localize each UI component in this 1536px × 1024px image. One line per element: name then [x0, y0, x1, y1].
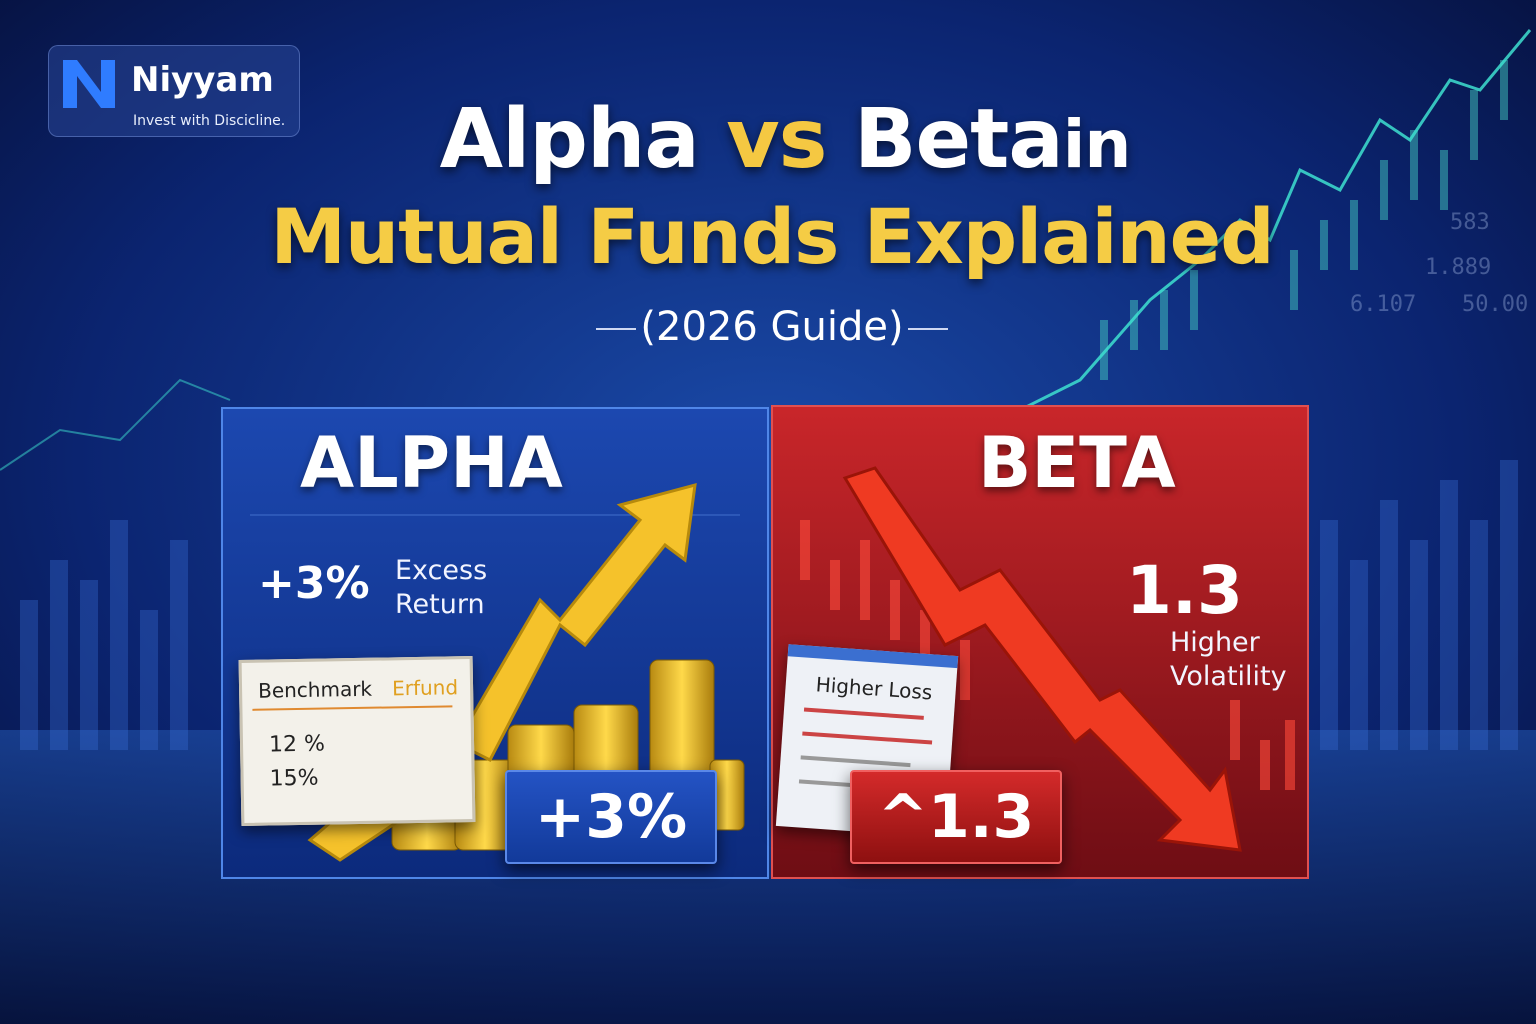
logo: Niyyam Invest with Discicline. — [48, 45, 300, 137]
beta-candles — [800, 520, 1295, 790]
card-row: 15% — [269, 765, 319, 792]
title-word: vs — [726, 92, 827, 187]
title-word: Beta — [854, 92, 1064, 187]
subtitle: (2026 Guide) — [0, 304, 1536, 350]
paper-title: Higher Loss — [814, 672, 934, 705]
card-header: Benchmark — [257, 676, 373, 703]
card-row: 12 % — [268, 731, 326, 758]
bg-candles — [1100, 60, 1508, 380]
alpha-heading: ALPHA — [300, 422, 563, 504]
beta-badge: ^1.3 — [850, 770, 1062, 864]
benchmark-card: Benchmark Erfund 12 % 15% — [238, 655, 476, 827]
label-line: Higher — [1170, 627, 1260, 658]
title-word: Alpha — [439, 92, 700, 187]
alpha-stat-label: Excess Return — [395, 554, 487, 622]
alpha-stat: +3% — [258, 558, 370, 609]
paper-line — [802, 731, 933, 745]
logo-tagline: Invest with Discicline. — [133, 113, 286, 129]
label-line: Return — [395, 589, 485, 620]
label-line: Excess — [395, 555, 488, 586]
beta-stat-label: Higher Volatility — [1170, 626, 1287, 694]
beta-stat: 1.3 — [1126, 552, 1243, 629]
card-rule — [252, 705, 453, 711]
paper-line — [803, 707, 924, 720]
bg-bars — [20, 460, 1518, 750]
bg-number: 583 — [1450, 210, 1490, 235]
subtitle-text: (2026 Guide) — [640, 304, 904, 350]
bg-number: 50.00 — [1462, 292, 1529, 317]
bg-number: 6.107 — [1350, 292, 1417, 317]
bg-trend — [999, 29, 1532, 422]
card-header: Erfund — [391, 675, 459, 701]
beta-heading: BETA — [978, 422, 1176, 504]
dash — [596, 328, 637, 330]
logo-name: Niyyam — [131, 60, 274, 100]
title-line1: Alpha vs Betain — [0, 92, 1536, 187]
dash — [907, 328, 948, 330]
logo-icon — [63, 60, 115, 108]
beta-arrow — [842, 466, 1242, 852]
title-word: in — [1062, 106, 1132, 183]
label-line: Volatility — [1170, 661, 1287, 692]
bg-trend — [0, 378, 231, 471]
alpha-badge: +3% — [505, 770, 717, 864]
paper-line — [800, 755, 911, 768]
bg-number: 1.889 — [1425, 255, 1492, 280]
title-line2: Mutual Funds Explained — [270, 192, 1274, 281]
